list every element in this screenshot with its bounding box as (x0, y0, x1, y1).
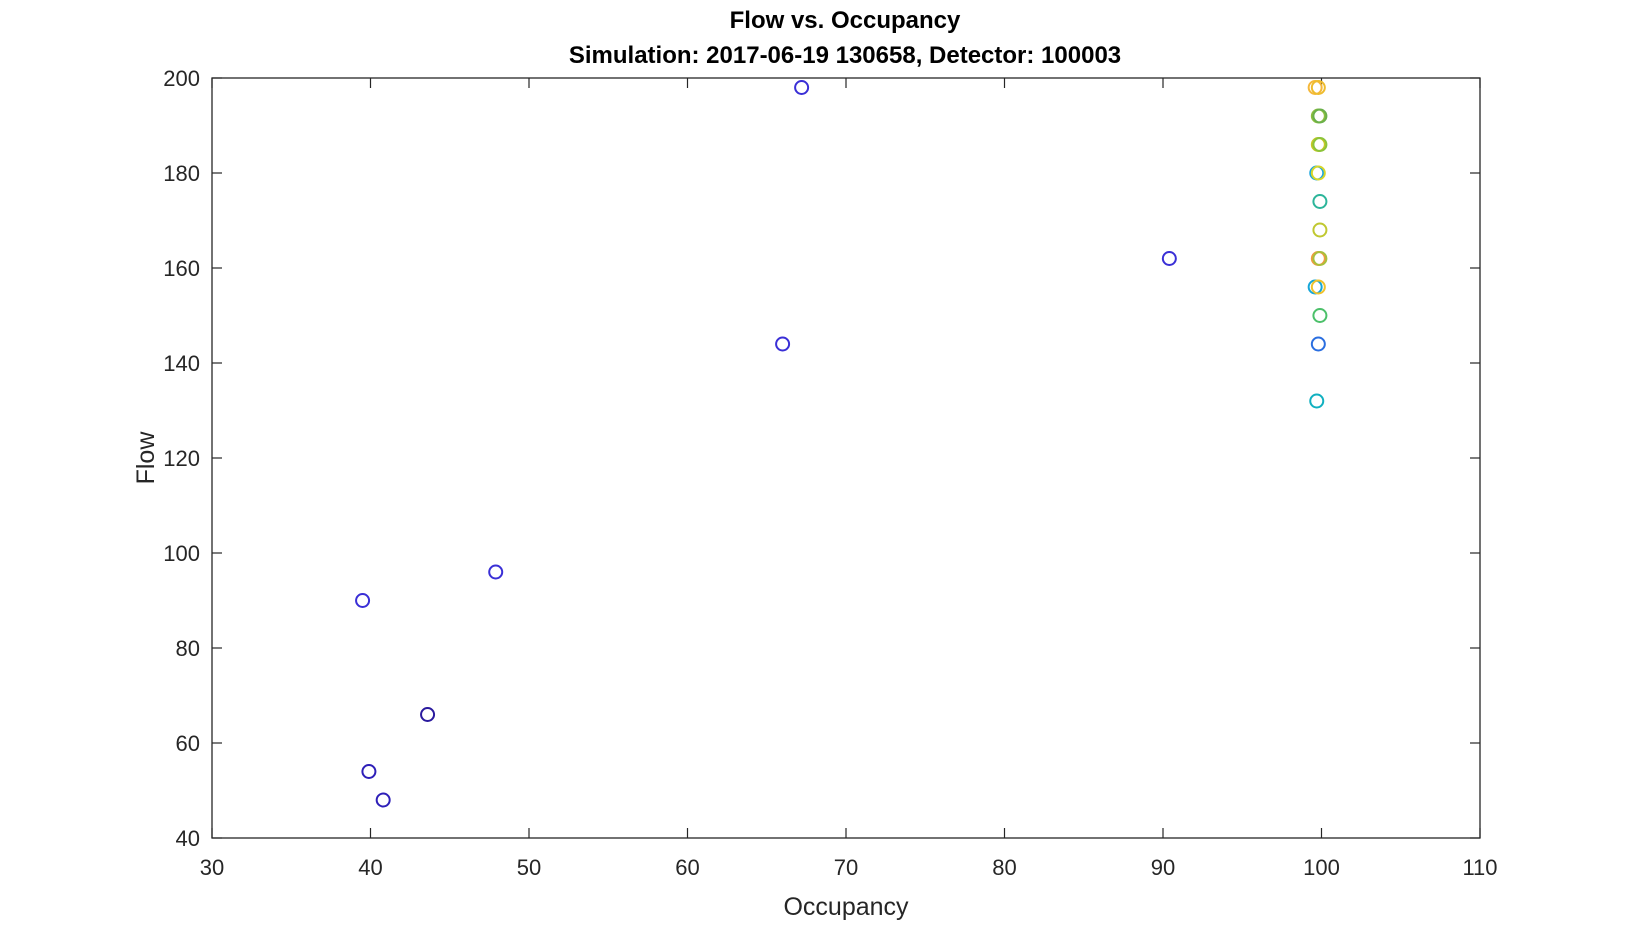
x-tick-label: 50 (517, 855, 541, 880)
data-points (355, 80, 1328, 808)
data-point (1312, 137, 1328, 152)
data-point (794, 80, 810, 95)
y-tick-label: 100 (163, 541, 200, 566)
y-tick-label: 160 (163, 256, 200, 281)
data-point (1309, 393, 1325, 409)
data-point (361, 764, 377, 779)
y-tick-label: 60 (176, 731, 200, 756)
data-point (1312, 108, 1328, 124)
x-tick-label: 100 (1303, 855, 1340, 880)
data-point (488, 564, 504, 580)
data-point (1310, 165, 1326, 181)
data-point (1312, 222, 1328, 238)
data-point (1310, 336, 1326, 352)
y-tick-label: 140 (163, 351, 200, 376)
chart-subtitle: Simulation: 2017-06-19 130658, Detector:… (569, 42, 1121, 69)
data-point (420, 707, 436, 722)
data-point (1312, 251, 1328, 266)
y-tick-label: 40 (176, 826, 200, 851)
x-tick-label: 40 (358, 855, 382, 880)
x-tick-label: 90 (1151, 855, 1175, 880)
x-tick-label: 70 (834, 855, 858, 880)
data-point (1312, 308, 1328, 323)
data-point (1161, 251, 1177, 266)
plot-area-frame (211, 77, 1481, 839)
chart-title: Flow vs. Occupancy (730, 7, 961, 34)
data-point (355, 593, 371, 608)
x-tick-label: 110 (1462, 855, 1497, 880)
axis-ticks: 30 40 50 60 70 80 90 100 11040608010012014016018… (163, 66, 1497, 880)
data-point (375, 792, 391, 808)
y-tick-label: 80 (176, 636, 200, 661)
y-tick-label: 200 (163, 66, 200, 91)
x-axis-label: Occupancy (783, 893, 909, 921)
x-tick-label: 80 (992, 855, 1016, 880)
y-tick-label: 180 (163, 161, 200, 186)
data-point (1310, 80, 1326, 95)
y-axis-label: Flow (132, 431, 160, 485)
data-point (775, 336, 791, 352)
x-tick-label: 60 (675, 855, 699, 880)
data-point (1312, 194, 1328, 209)
y-tick-label: 120 (163, 446, 200, 471)
x-tick-label: 30 (200, 855, 224, 880)
data-point (1310, 279, 1326, 295)
